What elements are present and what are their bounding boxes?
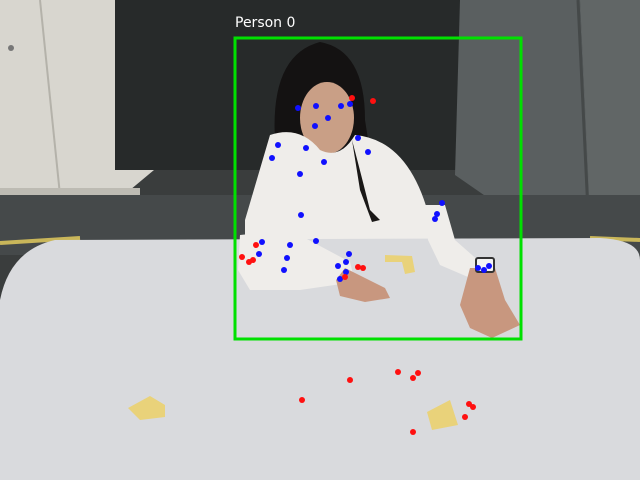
keypoint — [355, 264, 361, 270]
keypoint — [475, 265, 481, 271]
keypoint — [343, 259, 349, 265]
keypoint — [299, 397, 305, 403]
keypoint — [470, 404, 476, 410]
right-partition-2 — [580, 0, 640, 240]
keypoint — [347, 377, 353, 383]
keypoints-blue — [256, 101, 492, 282]
person-left-hand — [336, 268, 390, 302]
person-right-arm — [425, 205, 480, 280]
keypoint — [295, 105, 301, 111]
keypoint — [303, 145, 309, 151]
person-left-arm — [238, 230, 355, 290]
keypoint — [297, 171, 303, 177]
keypoint — [395, 369, 401, 375]
keypoint — [335, 263, 341, 269]
keypoint — [321, 159, 327, 165]
tape-piece-1 — [385, 255, 415, 274]
tape-piece-2 — [128, 396, 165, 420]
person-label: Person 0 — [235, 15, 295, 31]
keypoint — [349, 95, 355, 101]
keypoint — [239, 254, 245, 260]
keypoint — [269, 155, 275, 161]
person-bounding-box — [233, 36, 523, 341]
keypoint — [275, 142, 281, 148]
tape-piece-3 — [427, 400, 458, 430]
keypoint — [347, 101, 353, 107]
keypoint — [410, 429, 416, 435]
keypoint — [355, 135, 361, 141]
keypoint — [365, 149, 371, 155]
keypoint — [360, 265, 366, 271]
keypoint — [462, 414, 468, 420]
keypoints-red — [239, 95, 476, 435]
keypoint — [432, 216, 438, 222]
keypoint — [313, 103, 319, 109]
keypoint — [343, 269, 349, 275]
keypoint — [342, 274, 348, 280]
keypoint — [325, 115, 331, 121]
keypoint — [370, 98, 376, 104]
keypoint — [298, 212, 304, 218]
keypoint — [281, 267, 287, 273]
keypoint — [346, 251, 352, 257]
keypoint — [486, 263, 492, 269]
keypoint — [284, 255, 290, 261]
person-right-hand — [460, 268, 520, 338]
keypoint — [312, 123, 318, 129]
keypoint — [439, 200, 445, 206]
keypoint — [434, 211, 440, 217]
keypoint — [256, 251, 262, 257]
keypoint — [287, 242, 293, 248]
keypoint — [250, 257, 256, 263]
keypoint — [415, 370, 421, 376]
keypoint — [313, 238, 319, 244]
keypoint — [337, 276, 343, 282]
keypoint — [338, 103, 344, 109]
keypoint — [253, 242, 259, 248]
keypoint — [481, 267, 487, 273]
keypoint — [410, 375, 416, 381]
keypoint — [259, 239, 265, 245]
